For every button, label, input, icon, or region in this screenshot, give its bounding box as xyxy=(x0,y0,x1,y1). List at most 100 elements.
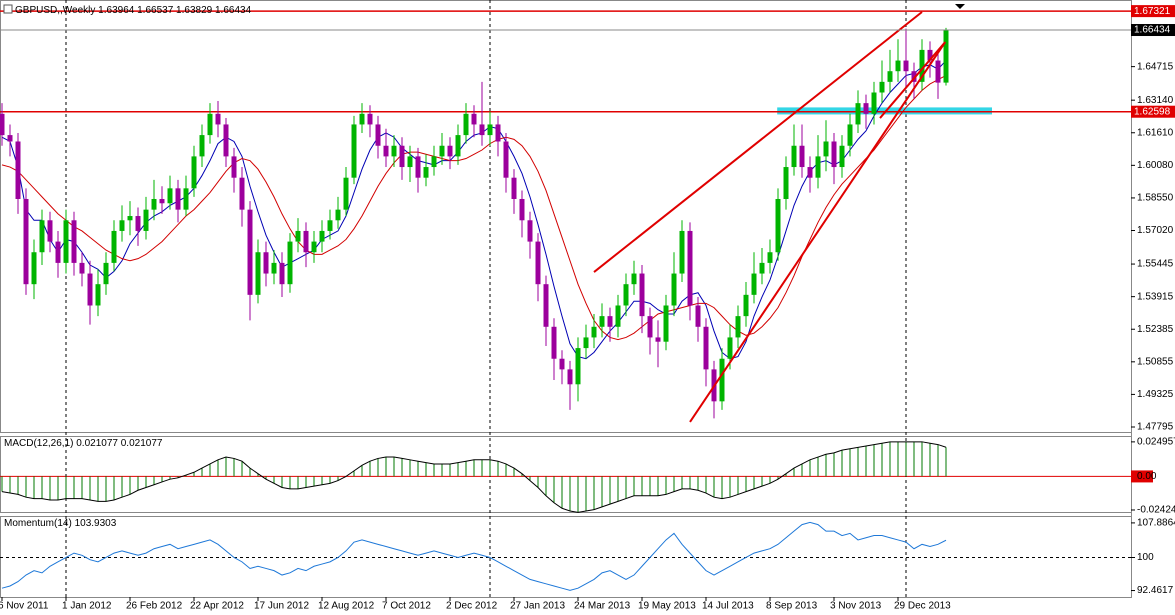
price-label: 1.62598 xyxy=(1134,106,1171,117)
candle-body xyxy=(383,145,389,157)
high-value: 1.66537 xyxy=(137,5,174,16)
y-tick-label: 0.00 xyxy=(1137,471,1157,482)
candle-body xyxy=(735,316,741,338)
candle-body xyxy=(71,220,77,263)
candle-body xyxy=(103,262,109,285)
candle-body xyxy=(151,198,157,210)
candle-body xyxy=(935,60,941,83)
x-tick-label: 29 Dec 2013 xyxy=(894,601,951,612)
candle-body xyxy=(207,113,213,136)
y-tick-label: 1.50855 xyxy=(1137,356,1174,367)
candle-body xyxy=(399,145,405,168)
bid-label: 1.66434 xyxy=(1134,25,1171,36)
candle-body xyxy=(159,198,165,204)
candle-body xyxy=(679,230,685,274)
candle-body xyxy=(687,230,693,306)
candle-body xyxy=(655,337,661,342)
chart-title: GBPUSD,,Weekly xyxy=(15,5,95,16)
candle-body xyxy=(191,156,197,189)
open-value: 1.63964 xyxy=(98,5,135,16)
candle-body xyxy=(15,141,21,199)
candle-body xyxy=(775,198,781,253)
candle-body xyxy=(327,220,333,231)
bid-label-box xyxy=(1131,24,1175,37)
x-tick-label: 12 Aug 2012 xyxy=(318,601,375,612)
candle-body xyxy=(535,241,541,285)
candle-body xyxy=(487,124,493,136)
candle-body xyxy=(143,209,149,231)
candle-body xyxy=(95,284,101,306)
candle-body xyxy=(55,241,61,263)
candle-body xyxy=(319,230,325,242)
candle-body xyxy=(719,358,725,402)
candle-body xyxy=(415,156,421,178)
candle-body xyxy=(759,262,765,274)
candle-body xyxy=(855,103,861,125)
x-tick-label: 19 May 2013 xyxy=(638,601,696,612)
candle-body xyxy=(495,124,501,142)
candle-body xyxy=(823,141,829,157)
candle-body xyxy=(511,177,517,199)
moving-average xyxy=(1,75,947,341)
candle-body xyxy=(743,294,749,317)
momentum-value: 103.9303 xyxy=(75,518,117,529)
candle-body xyxy=(199,135,205,157)
candle-body xyxy=(255,252,261,295)
price-label-box xyxy=(1131,105,1175,118)
x-tick-label: 14 Jul 2013 xyxy=(702,601,754,612)
x-tick-label: 8 Sep 2013 xyxy=(766,601,818,612)
trendline xyxy=(593,11,923,273)
y-tick-label: 1.63140 xyxy=(1137,95,1174,106)
y-tick-label: 1.60080 xyxy=(1137,160,1174,171)
candle-body xyxy=(623,284,629,306)
y-tick-label: 100 xyxy=(1137,552,1154,563)
candle-body xyxy=(695,305,701,327)
candle-body xyxy=(887,71,893,82)
candle-body xyxy=(791,145,797,168)
support-zone xyxy=(777,107,992,115)
candle-body xyxy=(407,156,413,168)
signal-value: 0.021077 xyxy=(121,438,163,449)
candle-body xyxy=(343,177,349,210)
x-tick-label: 17 Jun 2012 xyxy=(254,601,309,612)
y-tick-label: 1.55445 xyxy=(1137,259,1174,270)
candle-body xyxy=(279,262,285,285)
y-tick-label: 1.47795 xyxy=(1137,422,1174,433)
candle-body xyxy=(911,71,917,82)
x-tick-label: 7 Oct 2012 xyxy=(382,601,431,612)
x-tick-label: 1 Jan 2012 xyxy=(62,601,112,612)
macd-value: 0.021077 xyxy=(76,438,118,449)
candle-body xyxy=(287,241,293,285)
candle-body xyxy=(359,113,365,125)
candle-body xyxy=(263,252,269,274)
candle-body xyxy=(895,60,901,72)
candle-body xyxy=(39,220,45,253)
candle-body xyxy=(135,216,141,231)
candle-body xyxy=(471,113,477,125)
shift-marker xyxy=(955,4,965,9)
y-tick-label: 1.61610 xyxy=(1137,127,1174,138)
candle-body xyxy=(311,241,317,253)
candle-body xyxy=(943,30,949,83)
candle-body xyxy=(663,305,669,342)
candle-body xyxy=(863,103,869,114)
candle-body xyxy=(87,273,93,306)
candle-body xyxy=(727,337,733,359)
candle-body xyxy=(23,198,29,285)
momentum-title: Momentum(14) xyxy=(4,518,72,529)
y-tick-label: 1.53915 xyxy=(1137,291,1174,302)
candle-body xyxy=(439,145,445,157)
candle-body xyxy=(583,337,589,349)
candle-body xyxy=(127,216,133,221)
candle-body xyxy=(167,188,173,204)
candle-body xyxy=(303,230,309,253)
candle-body xyxy=(599,316,605,327)
y-tick-label: 92.4617 xyxy=(1137,585,1174,596)
y-tick-label: 1.64715 xyxy=(1137,61,1174,72)
candle-body xyxy=(247,209,253,295)
candle-body xyxy=(7,135,13,142)
candle-body xyxy=(111,230,117,263)
candle-body xyxy=(223,124,229,157)
candle-body xyxy=(839,145,845,168)
